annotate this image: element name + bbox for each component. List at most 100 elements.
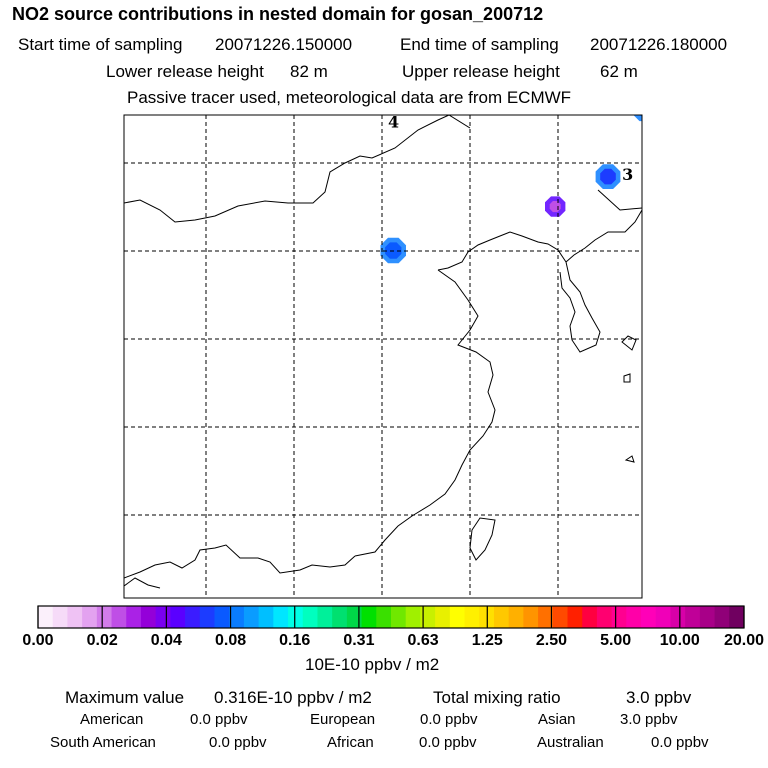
colorbar-tick-label: 0.16 <box>279 632 311 649</box>
colorbar-cell <box>567 606 583 628</box>
colorbar-cell <box>405 606 421 628</box>
colorbar-tick-label: 0.04 <box>150 632 182 649</box>
colorbar-cell <box>464 606 480 628</box>
colorbar-tick-label: 10.00 <box>659 632 700 649</box>
colorbar-tick-label: 5.00 <box>600 632 632 649</box>
colorbar-cell <box>611 606 627 628</box>
map-label: 4 <box>388 112 399 131</box>
island-japan-1 <box>621 335 637 351</box>
colorbar-cell <box>346 606 363 628</box>
colorbar-cell <box>626 606 642 628</box>
border-sw <box>124 577 161 589</box>
grid-lines <box>124 115 642 598</box>
colorbar-tick-label: 0.00 <box>22 632 54 649</box>
chart-title: NO2 source contributions in nested domai… <box>12 4 544 24</box>
colorbar-cell <box>170 606 186 628</box>
colorbar-cell <box>140 606 157 628</box>
start-time-label: Start time of sampling <box>18 35 183 54</box>
source-value: 3.0 ppbv <box>620 711 678 728</box>
colorbar-tick-label: 0.08 <box>214 632 247 649</box>
map-label: 3 <box>622 165 633 184</box>
colorbar-tick-label: 20.00 <box>723 632 765 649</box>
border-ne <box>597 189 642 211</box>
colorbar-cell <box>641 606 657 628</box>
start-time-value: 20071226.150000 <box>215 35 353 54</box>
colorbar-tick-label: 0.31 <box>343 632 375 649</box>
colorbar-cell <box>685 606 701 628</box>
coast-korea <box>559 261 601 353</box>
colorbar-tick-label: 0.63 <box>407 632 439 649</box>
colorbar-cell <box>729 606 745 628</box>
colorbar-frame <box>37 605 745 629</box>
colorbar-cell <box>332 606 348 628</box>
coastlines <box>124 115 642 589</box>
source-value: 0.0 ppbv <box>190 711 248 728</box>
end-time-value: 20071226.180000 <box>590 35 728 54</box>
plume-halo <box>633 115 642 122</box>
map-frame <box>123 114 643 599</box>
total-mixing-label: Total mixing ratio <box>433 688 561 707</box>
colorbar-cell <box>155 606 171 628</box>
colorbar-tick-label: 0.02 <box>86 632 118 649</box>
colorbar-cell <box>38 606 54 628</box>
colorbar-cell <box>596 606 613 628</box>
island-ryukyu <box>624 455 635 463</box>
coast-south <box>124 544 356 579</box>
upper-release-value: 62 m <box>600 62 638 81</box>
colorbar-cell <box>655 606 671 628</box>
tracer-note: Passive tracer used, meteorological data… <box>127 88 572 107</box>
colorbar-cell <box>185 606 201 628</box>
colorbar-cell <box>199 606 215 628</box>
source-value: 0.0 ppbv <box>209 734 267 751</box>
source-name: American <box>80 711 144 728</box>
colorbar-cell <box>361 606 377 628</box>
colorbar-cell <box>538 606 554 628</box>
coast-china-east <box>354 269 496 557</box>
max-value: 0.316E-10 ppbv / m2 <box>214 688 372 707</box>
border-north <box>448 115 471 129</box>
map-background <box>124 115 642 598</box>
source-name: European <box>310 711 376 728</box>
colorbar-cells <box>38 606 745 628</box>
colorbar-cell <box>449 606 466 628</box>
colorbar-tick-label: 1.25 <box>471 632 503 649</box>
colorbar-cell <box>391 606 407 628</box>
island-taiwan <box>469 517 496 561</box>
total-mixing-value: 3.0 ppbv <box>626 688 692 707</box>
source-name: Asian <box>538 711 576 728</box>
island-japan-2 <box>623 373 631 383</box>
colorbar-cell <box>243 606 260 628</box>
colorbar-cell <box>52 606 68 628</box>
colorbar-cell <box>435 606 451 628</box>
colorbar-cell <box>508 606 524 628</box>
colorbar-cell <box>699 606 716 628</box>
source-name: African <box>327 734 374 751</box>
colorbar-cell <box>214 606 230 628</box>
source-value: 0.0 ppbv <box>419 734 477 751</box>
lower-release-value: 82 m <box>290 62 328 81</box>
plume-core <box>600 168 616 185</box>
colorbar-cell <box>670 606 686 628</box>
colorbar-cell <box>552 606 568 628</box>
colorbar-cell <box>111 606 127 628</box>
coast-korea-north <box>565 209 642 263</box>
colorbar-cell <box>67 606 83 628</box>
colorbar-cell <box>714 606 730 628</box>
colorbar-cell <box>523 606 539 628</box>
colorbar-cell <box>82 606 98 628</box>
border-mongolia <box>124 115 450 223</box>
coast-bohai <box>437 231 567 271</box>
colorbar-cell <box>376 606 392 628</box>
end-time-label: End time of sampling <box>400 35 559 54</box>
colorbar-cell <box>229 606 245 628</box>
colorbar-cell <box>317 606 333 628</box>
max-value-label: Maximum value <box>65 688 185 707</box>
colorbar-cell <box>126 606 142 628</box>
colorbar-units: 10E-10 ppbv / m2 <box>305 655 440 674</box>
colorbar-cell <box>582 606 598 628</box>
colorbar-cell <box>302 606 318 628</box>
source-value: 0.0 ppbv <box>651 734 709 751</box>
lower-release-label: Lower release height <box>106 62 264 81</box>
